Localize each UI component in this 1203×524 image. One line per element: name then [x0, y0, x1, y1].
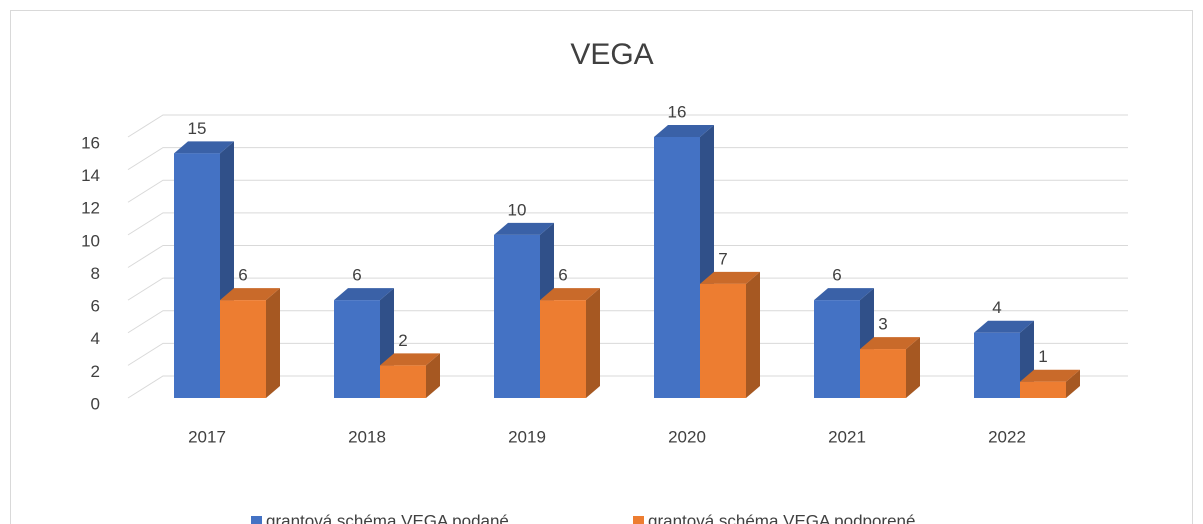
grid-line — [127, 310, 1128, 334]
bar-side — [586, 288, 600, 398]
grid-line — [127, 114, 1128, 138]
bar-front — [814, 300, 860, 398]
y-tick-label: 10 — [81, 231, 100, 250]
bar-top — [540, 288, 600, 301]
bar-top — [1020, 369, 1080, 382]
data-label: 10 — [508, 200, 527, 219]
bar-top — [174, 141, 234, 154]
y-tick-label: 6 — [91, 297, 100, 316]
x-tick-label: 2022 — [988, 427, 1026, 446]
x-tick-label: 2019 — [508, 427, 546, 446]
bar-top — [974, 320, 1034, 333]
y-tick-label: 2 — [91, 362, 100, 381]
grid-line — [127, 277, 1128, 301]
bar — [540, 288, 600, 398]
x-tick-label: 2021 — [828, 427, 866, 446]
data-label: 4 — [992, 298, 1001, 317]
bar-front — [700, 283, 746, 398]
bar-top — [380, 353, 440, 366]
bar-side — [1066, 369, 1080, 398]
bar-side — [746, 271, 760, 398]
bar — [174, 141, 234, 398]
chart-title: VEGA — [570, 38, 653, 71]
bar — [860, 337, 920, 398]
bar-side — [266, 288, 280, 398]
y-tick-label: 12 — [81, 199, 100, 218]
bar-front — [974, 332, 1020, 398]
grid-line — [127, 245, 1128, 268]
data-label: 1 — [1038, 347, 1047, 366]
data-label: 6 — [238, 266, 247, 285]
bar-top — [494, 222, 554, 235]
data-label: 15 — [188, 119, 207, 138]
bar — [700, 271, 760, 398]
bar-front — [1020, 381, 1066, 398]
data-label: 7 — [718, 249, 727, 268]
bar-front — [540, 300, 586, 398]
data-label: 2 — [398, 331, 407, 350]
bar-front — [334, 300, 380, 398]
x-tick-label: 2020 — [668, 427, 706, 446]
y-tick-label: 8 — [91, 264, 100, 283]
legend-swatch — [251, 516, 262, 524]
bar-front — [494, 234, 540, 398]
bar-front — [174, 153, 220, 398]
bar-top — [814, 288, 874, 301]
y-tick-label: 16 — [81, 133, 100, 152]
data-label: 6 — [352, 266, 361, 285]
bar — [380, 353, 440, 398]
bar-side — [906, 337, 920, 398]
bar-top — [654, 125, 714, 137]
data-label: 3 — [878, 315, 887, 334]
bar-front — [860, 349, 906, 398]
bar-front — [654, 137, 700, 398]
y-tick-label: 14 — [81, 166, 100, 185]
bar-top — [220, 288, 280, 301]
data-label: 6 — [558, 266, 567, 285]
bar — [654, 125, 714, 398]
bar-side — [426, 353, 440, 398]
bar — [220, 288, 280, 398]
legend-swatch — [633, 516, 644, 524]
bar-top — [860, 337, 920, 350]
data-label: 16 — [668, 102, 687, 121]
data-label: 6 — [832, 266, 841, 285]
x-tick-label: 2017 — [188, 427, 226, 446]
grid-line — [127, 179, 1128, 203]
legend-label: grantová schéma VEGA podporené — [648, 511, 915, 524]
bar — [334, 288, 394, 398]
grid-line — [127, 342, 1128, 366]
y-tick-label: 0 — [91, 394, 100, 413]
bar-top — [334, 288, 394, 301]
grid-line — [127, 375, 1128, 399]
bar-front — [220, 300, 266, 398]
bar — [1020, 369, 1080, 398]
grid-line — [127, 147, 1128, 171]
bar-top — [700, 271, 760, 284]
x-tick-label: 2018 — [348, 427, 386, 446]
grid-line — [127, 212, 1128, 236]
bar-front — [380, 365, 426, 398]
legend-label: grantová schéma VEGA podané — [266, 511, 509, 524]
y-tick-label: 4 — [91, 329, 100, 348]
